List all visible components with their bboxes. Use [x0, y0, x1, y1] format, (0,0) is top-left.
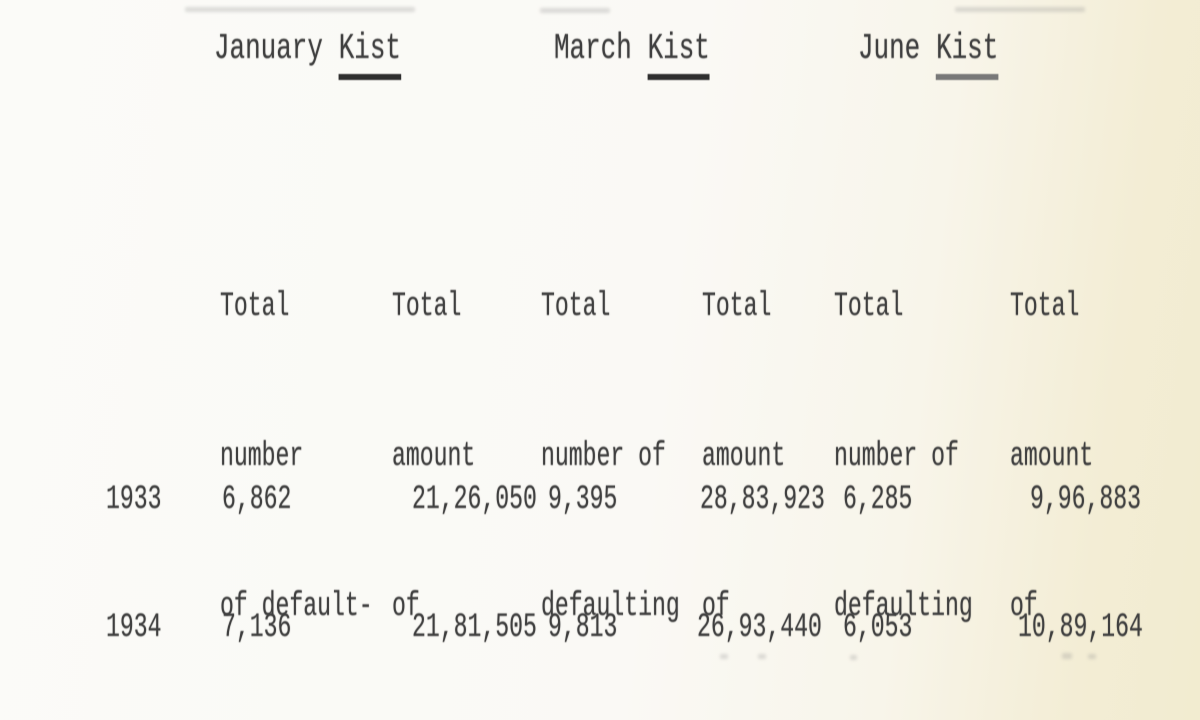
header-line: of	[392, 588, 420, 626]
header-line: defaulting	[834, 588, 973, 626]
header-line: Total	[702, 288, 772, 326]
table-cell: 10,89,164	[1018, 609, 1143, 647]
scan-noise	[955, 7, 1085, 12]
table-cell: 9,813	[548, 609, 618, 647]
table-cell: 21,81,505	[412, 609, 537, 647]
group-header-january: January Kist	[214, 28, 401, 80]
month-label: January	[214, 28, 323, 69]
header-line: amount	[1010, 438, 1094, 476]
column-header-jun-amount: Total amount of defaults	[1010, 182, 1121, 720]
scan-noise	[1088, 654, 1096, 659]
table-cell: 6,862	[222, 481, 292, 519]
table-cell: 26,93,440	[697, 609, 822, 647]
header-line: Total	[1010, 288, 1080, 326]
scan-noise	[185, 7, 415, 12]
table-cell: 6,285	[843, 481, 913, 519]
group-header-march: March Kist	[554, 28, 710, 80]
header-line: Total	[220, 288, 290, 326]
month-label: March	[554, 28, 632, 69]
scan-noise	[758, 654, 766, 659]
header-line: Total	[834, 288, 904, 326]
year-cell: 1934	[106, 609, 162, 647]
scan-noise	[720, 654, 728, 659]
kist-underlined-label: Kist	[936, 28, 999, 80]
scan-noise	[850, 655, 857, 660]
header-line: amount	[392, 438, 476, 476]
header-line: Total	[541, 288, 611, 326]
header-line: amount	[702, 438, 786, 476]
column-header-jun-number: Total number of defaulting estates	[834, 182, 973, 720]
kist-underlined-label: Kist	[338, 28, 401, 80]
column-header-mar-number: Total number of defaulting estates	[541, 182, 680, 720]
kist-underlined-label: Kist	[647, 28, 710, 80]
column-header-mar-amount: Total amount of default	[702, 182, 799, 720]
scan-noise	[540, 8, 610, 13]
month-label: June	[858, 28, 921, 69]
scan-noise	[1062, 653, 1072, 659]
column-header-jan-number: Total number of default- ing estates	[220, 182, 373, 720]
column-header-jan-amount: Total amount of defaults	[392, 182, 503, 720]
table-cell: 28,83,923	[700, 481, 825, 519]
year-cell: 1933	[106, 481, 162, 519]
table-cell: 21,26,050	[412, 481, 537, 519]
header-line: of	[702, 588, 730, 626]
header-line: of default-	[220, 588, 373, 626]
header-line: number of	[541, 438, 666, 476]
table-cell: 9,395	[548, 481, 618, 519]
header-line: number	[220, 438, 304, 476]
table-cell: 6,053	[843, 609, 913, 647]
header-line: number of	[834, 438, 959, 476]
table-cell: 9,96,883	[1030, 481, 1141, 519]
header-line: of	[1010, 588, 1038, 626]
table-cell: 7,136	[222, 609, 292, 647]
group-header-june: June Kist	[858, 28, 999, 80]
header-line: defaulting	[541, 588, 680, 626]
header-line: Total	[392, 288, 462, 326]
